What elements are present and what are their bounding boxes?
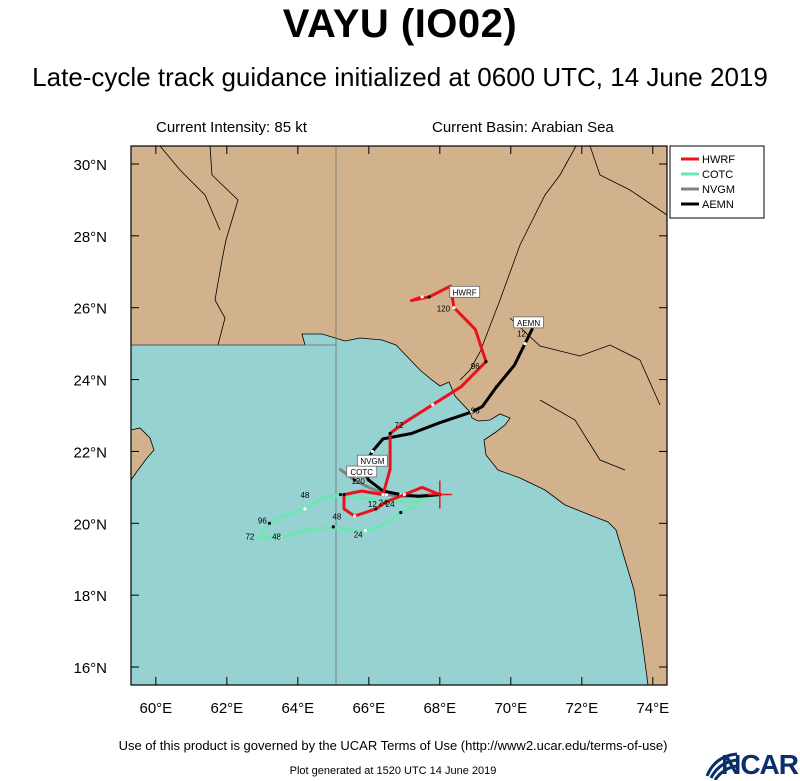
track-point-nvgm: [353, 478, 357, 482]
forecast-hour-label: 48: [272, 532, 281, 541]
y-tick-label: 28°N: [73, 229, 107, 246]
legend-label-hwrf: HWRF: [702, 154, 735, 166]
track-point-cotc: [363, 528, 367, 533]
legend-label-cotc: COTC: [702, 169, 733, 181]
track-point-cotc: [303, 507, 307, 511]
x-tick-label: 64°E: [281, 700, 314, 717]
track-point-cotc: [399, 510, 403, 515]
border-pak-india: [459, 146, 577, 381]
model-label-text: COTC: [350, 468, 373, 477]
plot-generated: Plot generated at 1520 UTC 14 June 2019: [289, 765, 497, 777]
track-point-aemn: [370, 449, 374, 454]
track-point-aemn: [409, 431, 414, 436]
y-tick-label: 22°N: [73, 444, 107, 461]
forecast-hour-label: 12: [517, 329, 526, 338]
map-title: VAYU (IO02): [282, 2, 518, 46]
track-point-hwrf: [452, 306, 456, 310]
track-point-nvgm: [384, 492, 389, 497]
x-tick-label: 66°E: [352, 700, 385, 717]
plot-frame: [130, 145, 668, 686]
forecast-hour-label: 72: [395, 421, 404, 430]
forecast-hour-label: 24: [379, 498, 388, 507]
track-point-hwrf: [388, 431, 392, 436]
border-gujarat: [539, 399, 626, 471]
current-basin: Current Basin: Arabian Sea: [432, 119, 614, 136]
somalia-coast: [131, 427, 155, 481]
y-tick-label: 26°N: [73, 301, 107, 318]
x-tick-label: 62°E: [210, 700, 243, 717]
model-label-text: AEMN: [517, 319, 540, 328]
forecast-hour-label: 24: [386, 500, 395, 509]
x-tick-label: 70°E: [494, 700, 527, 717]
model-label-text: NVGM: [360, 457, 384, 466]
model-label-text: HWRF: [453, 288, 477, 297]
track-point-hwrf: [381, 492, 385, 497]
y-tick-label: 16°N: [73, 660, 107, 677]
track-point-aemn: [523, 342, 527, 346]
track-point-hwrf: [374, 507, 378, 511]
forecast-hour-label: 24: [354, 531, 363, 540]
forecast-hour-label: 48: [300, 491, 309, 500]
current-intensity: Current Intensity: 85 kt: [156, 119, 307, 136]
legend-label-nvgm: NVGM: [702, 184, 735, 196]
ocean-area: [131, 333, 649, 685]
track-aemn: [360, 327, 534, 498]
x-tick-label: 74°E: [636, 700, 669, 717]
track-point-hwrf: [342, 492, 346, 497]
y-tick-label: 18°N: [73, 588, 107, 605]
track-point-hwrf: [420, 295, 424, 299]
forecast-hour-label: 96: [258, 516, 267, 525]
legend-label-aemn: AEMN: [702, 199, 734, 211]
track-point-aemn: [495, 385, 499, 389]
track-point-cotc: [278, 536, 282, 540]
border-rajasthan: [509, 317, 661, 406]
ncar-logo-text: NCAR: [721, 749, 799, 780]
border-afghan: [159, 146, 221, 231]
y-tick-label: 24°N: [73, 373, 107, 390]
track-point-cotc: [267, 521, 272, 525]
forecast-hour-label: 72: [245, 532, 254, 541]
track-point-hwrf: [427, 295, 431, 299]
forecast-hour-label: 120: [437, 304, 451, 313]
track-hwrf: [342, 284, 488, 518]
x-tick-label: 60°E: [139, 700, 172, 717]
forecast-hour-label: 96: [471, 362, 480, 371]
legend: HWRF COTC NVGM AEMN: [669, 145, 765, 219]
track-point-hwrf: [484, 360, 488, 364]
track-point-aemn: [367, 478, 371, 482]
ncar-logo: NCAR: [705, 748, 800, 780]
border-iran-pak: [209, 146, 239, 346]
forecast-hour-label: 48: [332, 513, 341, 522]
gridlines: [131, 146, 337, 685]
y-tick-label: 30°N: [73, 157, 107, 174]
map-subtitle: Late-cycle track guidance initialized at…: [32, 62, 768, 92]
x-tick-label: 72°E: [565, 700, 598, 717]
forecast-hour-label: 96: [471, 407, 480, 416]
track-point-cotc: [331, 525, 335, 529]
track-point-hwrf: [353, 514, 357, 518]
model-label-box: [356, 454, 388, 467]
axes: 60°E 62°E 64°E 66°E 68°E 70°E 72°E 74°E 16°N 18°N…: [73, 146, 669, 717]
track-cotc: [257, 493, 442, 540]
model-label-box: [449, 285, 481, 298]
track-point-hwrf: [402, 492, 406, 497]
y-tick-label: 20°N: [73, 516, 107, 533]
forecast-hour-label: 12: [368, 500, 377, 509]
x-tick-label: 68°E: [423, 700, 456, 717]
forecast-hour-label: 120: [351, 477, 365, 486]
ncar-swoosh-icon: [705, 752, 738, 780]
track-point-aemn: [470, 410, 474, 414]
terms-of-use: Use of this product is governed by the U…: [118, 738, 668, 753]
border-india-n: [589, 146, 667, 216]
model-label-box: [513, 316, 544, 329]
track-point-cotc: [338, 492, 343, 497]
track-point-hwrf: [431, 403, 435, 407]
